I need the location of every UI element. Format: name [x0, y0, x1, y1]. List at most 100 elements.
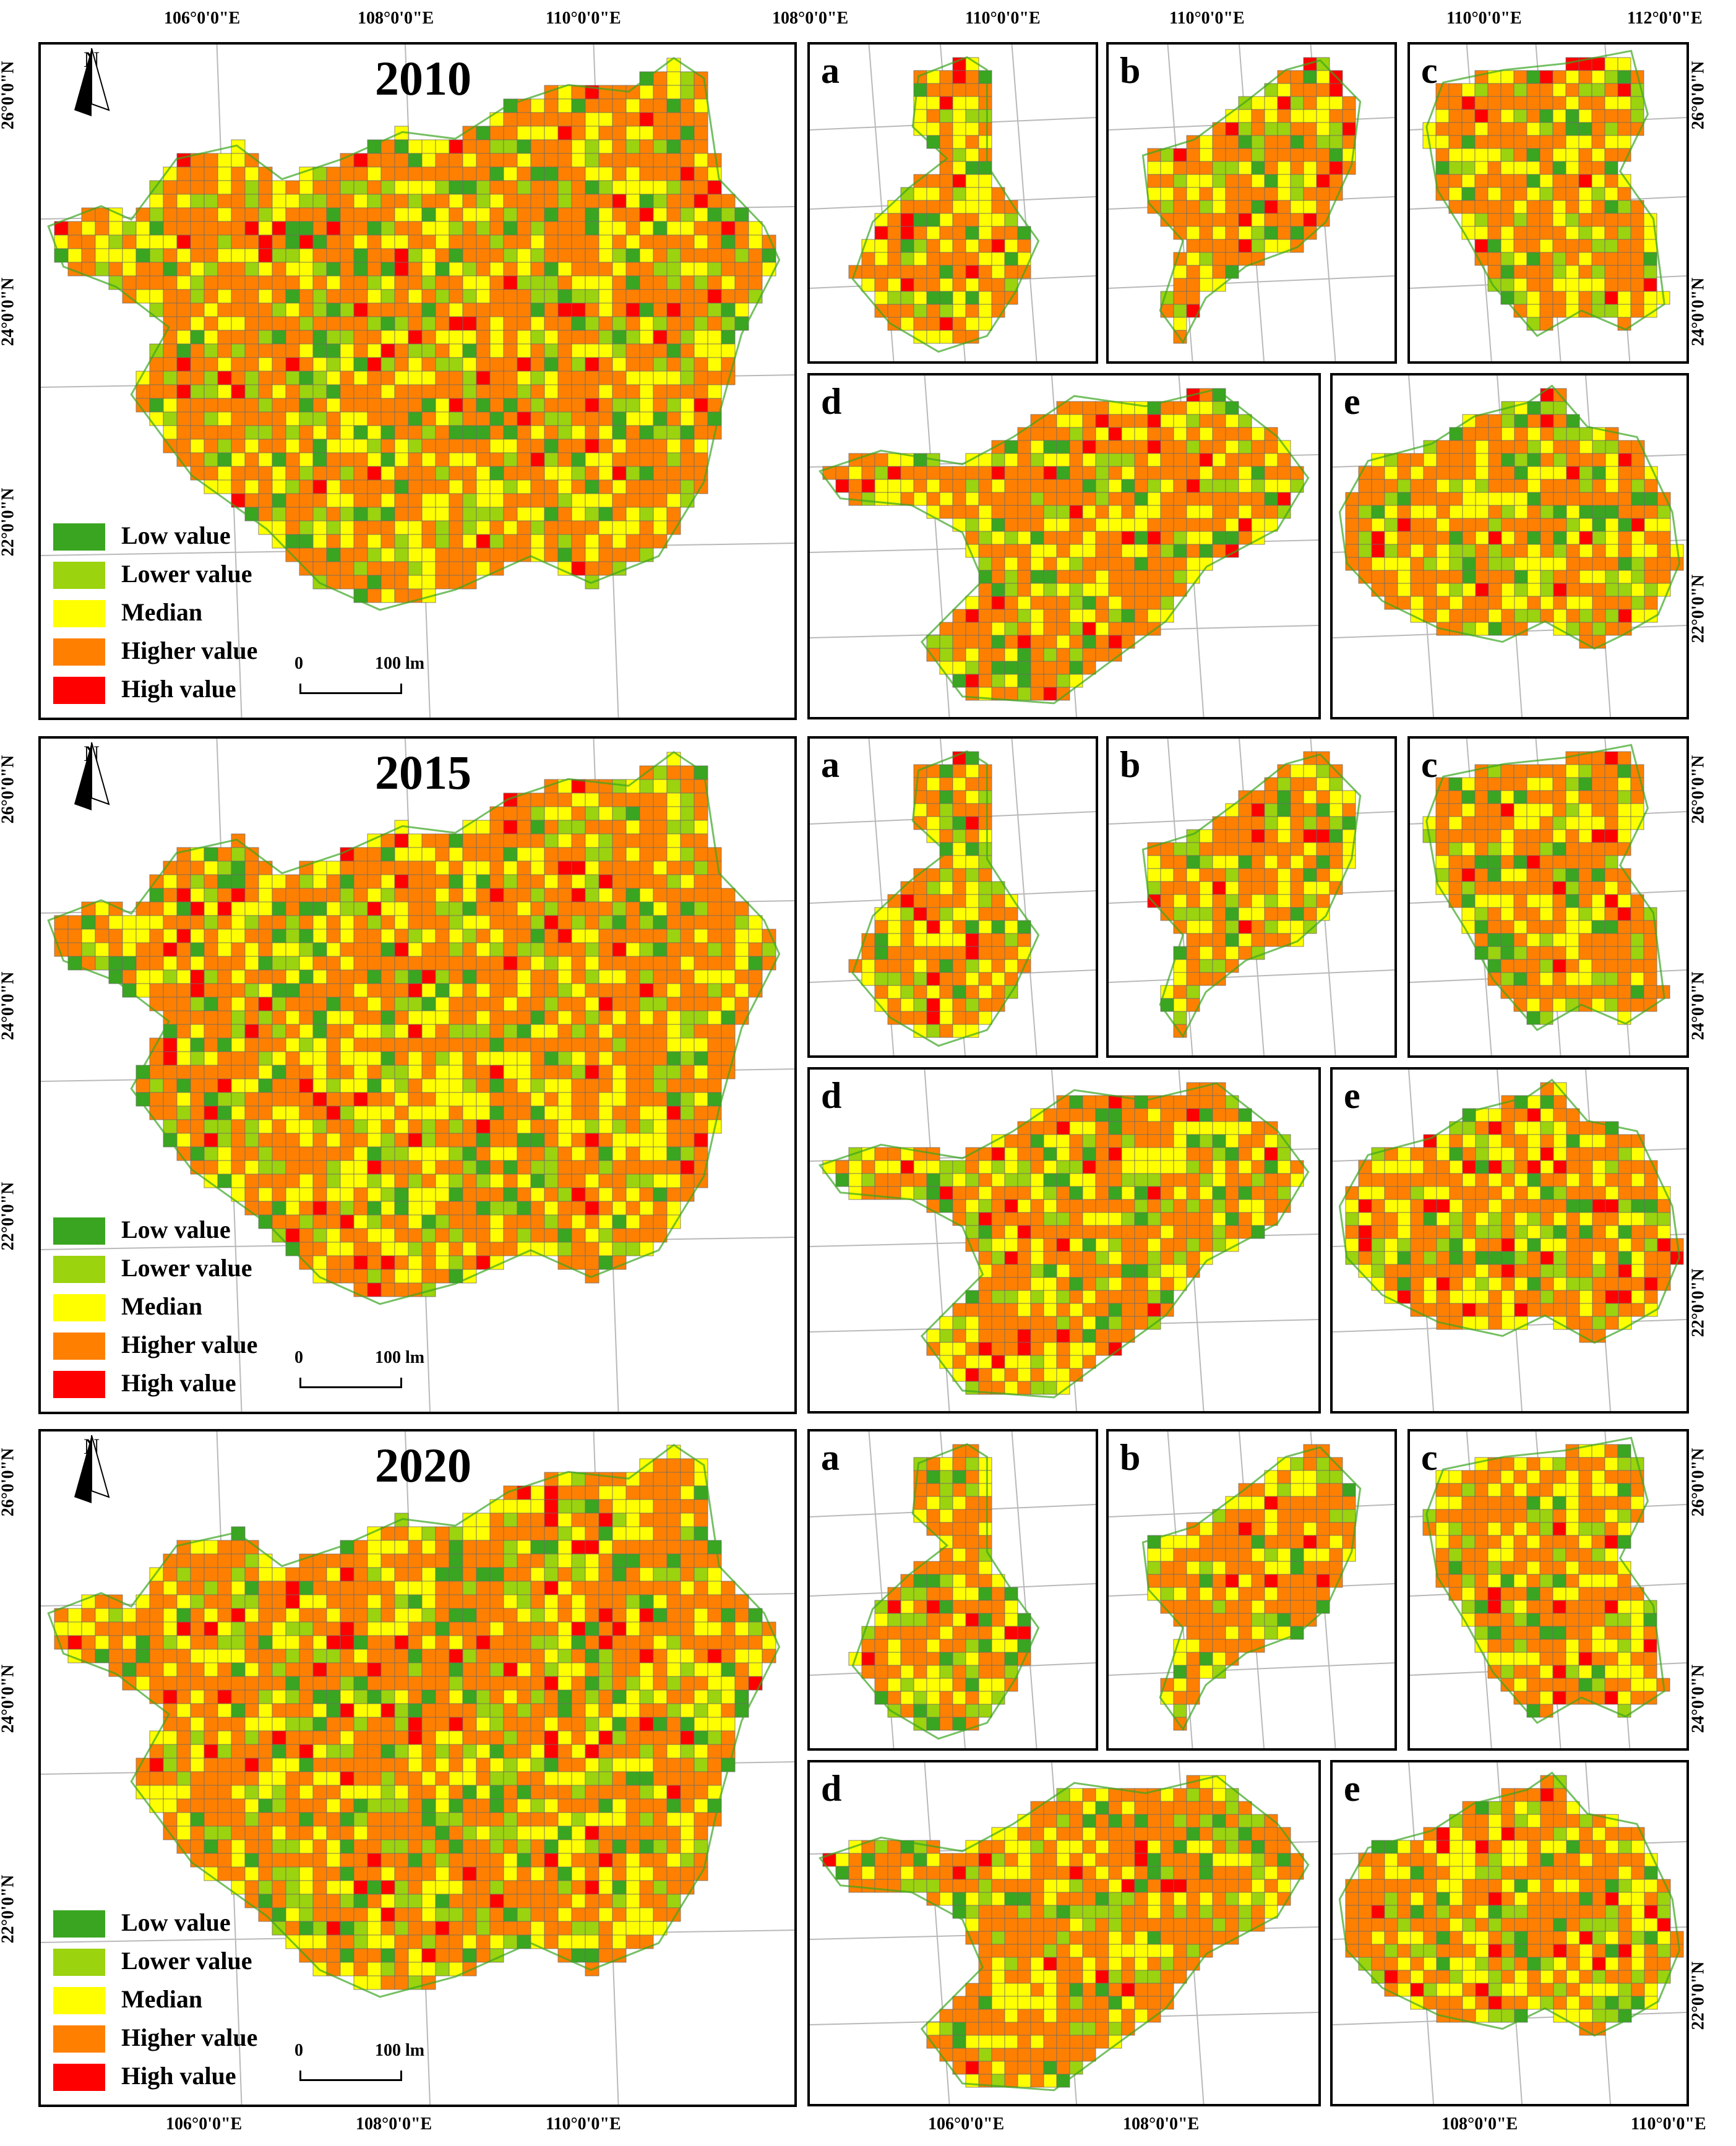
grid-cell: [1316, 842, 1330, 856]
grid-cell: [1186, 213, 1200, 227]
grid-cell: [1056, 466, 1070, 480]
grid-cell: [952, 265, 966, 279]
grid-cell: [1225, 842, 1239, 856]
grid-cell: [598, 303, 613, 317]
grid-cell: [1384, 544, 1398, 558]
grid-cell: [530, 1174, 545, 1188]
grid-cell: [1004, 505, 1018, 519]
grid-cell: [204, 411, 218, 426]
grid-cell: [231, 425, 246, 440]
grid-cell: [190, 915, 205, 930]
grid-cell: [1238, 479, 1252, 493]
grid-cell: [557, 466, 572, 481]
grid-cell: [1384, 583, 1398, 597]
grid-cell: [408, 983, 423, 998]
grid-cell: [217, 275, 232, 290]
grid-cell: [1475, 492, 1489, 506]
grid-cell: [612, 820, 627, 835]
grid-cell: [312, 969, 327, 984]
grid-cell: [1290, 239, 1304, 253]
grid-cell: [340, 1133, 355, 1148]
grid-cell: [1565, 213, 1579, 227]
grid-cell: [435, 1201, 450, 1216]
grid-cell: [367, 1269, 382, 1284]
grid-cell: [571, 153, 586, 168]
grid-cell: [666, 180, 681, 195]
grid-cell: [353, 180, 368, 195]
grid-cell: [517, 1146, 531, 1161]
grid-cell: [1004, 492, 1018, 506]
grid-cell: [272, 384, 286, 399]
grid-cell: [1329, 135, 1343, 149]
grid-cell: [1631, 570, 1645, 584]
grid-cell: [285, 479, 300, 494]
grid-cell: [1082, 570, 1096, 584]
grid-cell: [1514, 570, 1528, 584]
grid-cell: [991, 907, 1005, 921]
grid-cell: [231, 942, 246, 957]
grid-cell: [1251, 122, 1265, 136]
grid-cell: [476, 861, 491, 875]
legend-label: Median: [121, 1292, 203, 1320]
grid-cell: [913, 907, 927, 921]
grid-cell: [1199, 427, 1213, 441]
grid-cell: [1513, 265, 1528, 279]
grid-cell: [571, 275, 586, 290]
grid-cell: [435, 1078, 450, 1093]
grid-cell: [585, 289, 599, 304]
grid-cell: [326, 874, 341, 889]
grid-cell: [1186, 278, 1200, 292]
grid-cell: [1238, 816, 1252, 830]
grid-cell: [503, 316, 518, 331]
grid-cell: [312, 1105, 327, 1120]
grid-cell: [176, 262, 191, 277]
grid-cell: [874, 278, 888, 292]
grid-cell: [653, 765, 668, 780]
grid-cell: [926, 239, 940, 253]
grid-cell: [408, 398, 423, 413]
legend-item: Lower value: [53, 559, 313, 590]
grid-cell: [887, 479, 901, 493]
grid-cell: [95, 207, 110, 222]
grid-cell: [913, 226, 927, 240]
grid-cell: [449, 139, 463, 154]
grid-cell: [1199, 492, 1213, 506]
grid-cell: [571, 1214, 586, 1229]
grid-cell: [598, 956, 613, 971]
grid-cell: [544, 820, 559, 835]
grid-cell: [612, 1092, 627, 1107]
grid-cell: [1436, 518, 1450, 532]
grid-cell: [517, 520, 531, 535]
grid-cell: [1461, 213, 1476, 227]
grid-cell: [585, 1092, 599, 1107]
grid-cell: [978, 661, 992, 675]
grid-cell: [639, 439, 654, 453]
grid-cell: [489, 833, 504, 848]
grid-cell: [1290, 881, 1304, 895]
grid-cell: [489, 1024, 504, 1039]
grid-cell: [1605, 479, 1619, 493]
grid-cell: [585, 384, 599, 399]
grid-cell: [353, 956, 368, 971]
grid-cell: [408, 1214, 423, 1229]
grid-cell: [1501, 531, 1515, 545]
grid-cell: [135, 384, 150, 399]
grid-cell: [965, 83, 979, 97]
grid-cell: [1553, 531, 1567, 545]
grid-cell: [1264, 881, 1278, 895]
grid-cell: [1474, 200, 1489, 214]
grid-cell: [462, 493, 477, 508]
grid-cell: [1631, 544, 1645, 558]
grid-cell: [1225, 226, 1239, 240]
grid-cell: [1592, 570, 1606, 584]
grid-cell: [285, 942, 300, 957]
grid-cell: [421, 493, 436, 508]
grid-cell: [571, 1133, 586, 1148]
grid-cell: [1501, 583, 1515, 597]
grid-cell: [1553, 570, 1567, 584]
grid-cell: [900, 291, 914, 305]
grid-cell: [1095, 466, 1109, 480]
grid-cell: [1526, 226, 1540, 240]
grid-cell: [1160, 518, 1174, 532]
grid-cell: [585, 1078, 599, 1093]
